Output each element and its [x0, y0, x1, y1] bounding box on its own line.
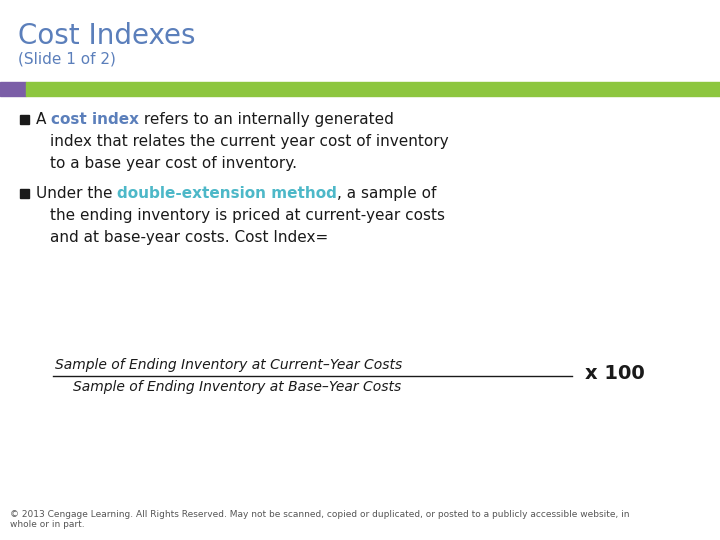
Text: cost index: cost index	[51, 112, 139, 127]
Bar	[26, 82, 720, 96]
Text: Sample of Ending Inventory at Current–Year Costs: Sample of Ending Inventory at Current–Ye…	[55, 358, 402, 372]
Text: refers to an internally generated: refers to an internally generated	[139, 112, 394, 127]
Text: x 100: x 100	[585, 364, 644, 383]
Text: , a sample of: , a sample of	[337, 186, 436, 201]
Text: Cost Indexes: Cost Indexes	[18, 22, 196, 50]
Text: Under the: Under the	[36, 186, 117, 201]
Text: A: A	[36, 112, 51, 127]
Text: to a base year cost of inventory.: to a base year cost of inventory.	[50, 156, 297, 171]
Text: © 2013 Cengage Learning. All Rights Reserved. May not be scanned, copied or dupl: © 2013 Cengage Learning. All Rights Rese…	[10, 510, 629, 529]
Text: Sample of Ending Inventory at Base–Year Costs: Sample of Ending Inventory at Base–Year …	[73, 380, 401, 394]
Bar	[20, 189, 29, 198]
Text: (Slide 1 of 2): (Slide 1 of 2)	[18, 52, 116, 67]
Text: the ending inventory is priced at current-year costs: the ending inventory is priced at curren…	[50, 208, 445, 223]
Text: double-extension method: double-extension method	[117, 186, 337, 201]
Text: index that relates the current year cost of inventory: index that relates the current year cost…	[50, 134, 449, 149]
Bar	[0, 82, 26, 96]
Text: and at base-year costs. Cost Index=: and at base-year costs. Cost Index=	[50, 230, 328, 245]
Bar	[20, 115, 29, 124]
